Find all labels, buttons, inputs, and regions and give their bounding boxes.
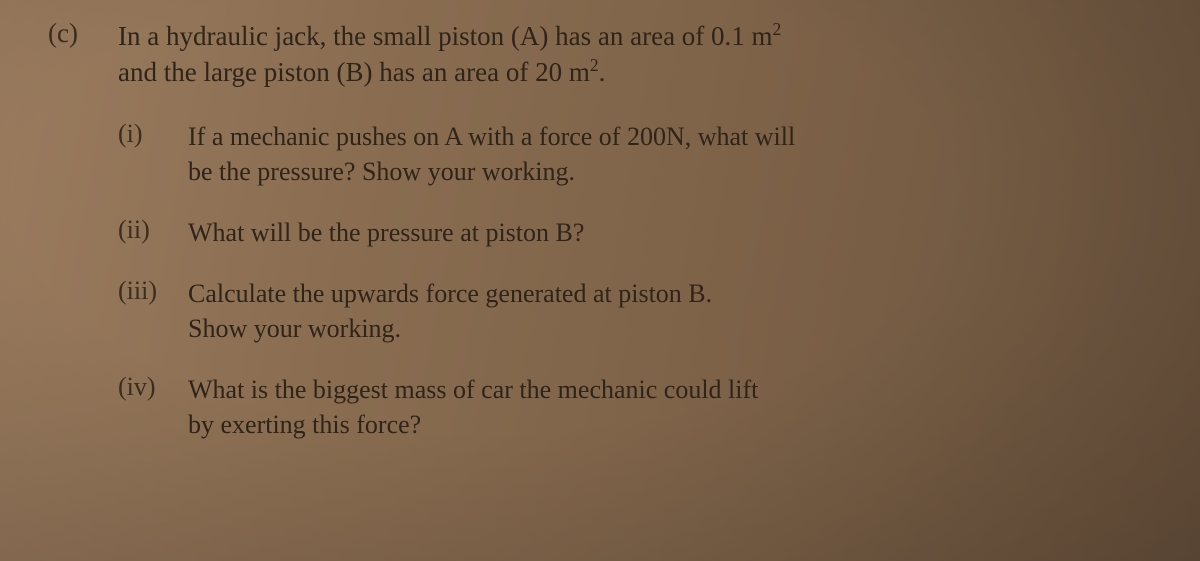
intro-sup-1: 2	[773, 19, 782, 39]
intro-end: .	[599, 57, 606, 87]
subquestion-iv: (iv) What is the biggest mass of car the…	[118, 372, 1170, 442]
sub-text-iii: Calculate the upwards force generated at…	[188, 276, 712, 346]
sub-ii-line1: What will be the pressure at piston B?	[188, 218, 584, 247]
subquestion-iii: (iii) Calculate the upwards force genera…	[118, 276, 1170, 346]
sub-label-ii: (ii)	[118, 215, 188, 245]
intro-text-1: In a hydraulic jack, the small piston (A…	[118, 21, 773, 51]
sub-iv-line1: What is the biggest mass of car the mech…	[188, 375, 758, 404]
sub-label-iii: (iii)	[118, 276, 188, 306]
sub-text-ii: What will be the pressure at piston B?	[188, 215, 584, 250]
sub-text-i: If a mechanic pushes on A with a force o…	[188, 119, 795, 189]
sub-label-iv: (iv)	[118, 372, 188, 402]
intro-sup-2: 2	[590, 55, 599, 75]
subquestion-i: (i) If a mechanic pushes on A with a for…	[118, 119, 1170, 189]
sub-text-iv: What is the biggest mass of car the mech…	[188, 372, 758, 442]
exam-page: (c) In a hydraulic jack, the small pisto…	[0, 0, 1200, 443]
sub-i-line2: be the pressure? Show your working.	[188, 157, 575, 186]
sub-label-i: (i)	[118, 119, 188, 149]
sub-iii-line1: Calculate the upwards force generated at…	[188, 279, 712, 308]
question-intro: In a hydraulic jack, the small piston (A…	[118, 18, 781, 91]
sub-iii-line2: Show your working.	[188, 314, 401, 343]
question-label-c: (c)	[48, 18, 118, 49]
sub-iv-line2: by exerting this force?	[188, 410, 421, 439]
sub-i-line1: If a mechanic pushes on A with a force o…	[188, 122, 795, 151]
subquestion-ii: (ii) What will be the pressure at piston…	[118, 215, 1170, 250]
intro-text-2: and the large piston (B) has an area of …	[118, 57, 590, 87]
question-c: (c) In a hydraulic jack, the small pisto…	[48, 18, 1170, 91]
